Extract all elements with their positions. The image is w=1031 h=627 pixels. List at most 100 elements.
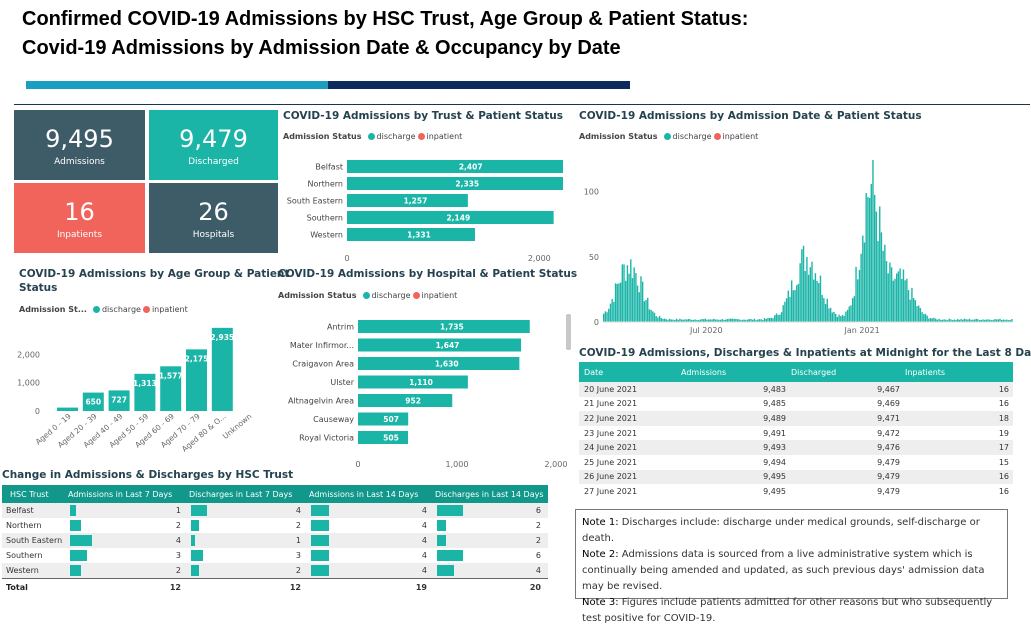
- bar: [946, 320, 949, 322]
- col-admissions[interactable]: Admissions: [681, 367, 727, 377]
- bar: [867, 197, 869, 322]
- bar: [907, 290, 910, 322]
- table-row: 24 June 2021 9,493 9,476 17: [579, 440, 1013, 455]
- bar: [804, 271, 806, 322]
- col-adm-14[interactable]: Admissions in Last 14 Days: [309, 489, 419, 499]
- admissions-card[interactable]: 9,495 Admissions: [14, 110, 145, 180]
- note-text: Admissions data is sourced from a live a…: [582, 549, 985, 592]
- discharged-card[interactable]: 9,479 Discharged: [149, 110, 278, 180]
- bar: [716, 319, 718, 322]
- bar: [892, 280, 894, 322]
- bar: [675, 318, 678, 322]
- cell-bar: [437, 505, 463, 516]
- y-tick-label: 100: [584, 188, 599, 197]
- bar: [604, 311, 607, 322]
- table-cell: 2: [434, 533, 548, 548]
- bar: [901, 278, 903, 322]
- table-cell: 9,495: [763, 486, 786, 496]
- bar: [801, 249, 803, 322]
- data-label: 1,630: [435, 360, 459, 369]
- bar: [758, 319, 761, 322]
- table-cell: 25 June 2021: [584, 457, 638, 467]
- bar: [616, 283, 618, 322]
- category-label: Unknown: [221, 411, 254, 440]
- inpatients-label: Inpatients: [56, 230, 103, 240]
- col-dis-7[interactable]: Discharges in Last 7 Days: [189, 489, 293, 499]
- legend-discharge: discharge: [101, 305, 141, 314]
- table-cell: 4: [308, 503, 434, 518]
- table-cell: 19: [308, 578, 434, 597]
- bar: [1004, 319, 1006, 322]
- bar: [855, 266, 857, 322]
- bar: [978, 320, 981, 322]
- hospitals-label: Hospitals: [192, 230, 235, 240]
- bar: [347, 211, 554, 224]
- trust-chart-legend[interactable]: Admission Status discharge inpatient: [283, 132, 462, 141]
- discharged-value: 9,479: [179, 125, 248, 153]
- bar: [851, 298, 854, 322]
- table-cell: 26 June 2021: [584, 472, 638, 482]
- scrollbar-thumb[interactable]: [566, 314, 571, 350]
- bar: [850, 305, 852, 322]
- cell-bar: [70, 520, 81, 531]
- daily-table: Date Admissions Discharged Inpatients 20…: [579, 362, 1013, 499]
- x-tick-label: 0: [355, 460, 360, 469]
- table-cell: 9,471: [877, 413, 900, 423]
- table-cell: 2: [188, 563, 308, 578]
- legend-discharge: discharge: [672, 132, 712, 141]
- bar: [689, 319, 691, 322]
- note-label: Note 2:: [582, 549, 619, 560]
- bar: [990, 320, 993, 322]
- table-cell: 2: [188, 518, 308, 533]
- bar: [813, 279, 815, 322]
- col-discharged[interactable]: Discharged: [791, 367, 837, 377]
- cell-bar: [311, 550, 329, 561]
- table-cell: 9,495: [763, 472, 786, 482]
- table-cell: 9,493: [763, 443, 786, 453]
- bar: [916, 306, 918, 322]
- table-cell: 16: [998, 486, 1009, 496]
- col-dis-14[interactable]: Discharges in Last 14 Days: [435, 489, 544, 499]
- age-chart-legend[interactable]: Admission St... discharge inpatient: [19, 305, 188, 314]
- cell-bar: [70, 535, 92, 546]
- date-area-chart[interactable]: 0 50 100 Jul 2020 Jan 2021: [575, 160, 1020, 340]
- table-cell: Belfast: [6, 506, 34, 515]
- bar: [775, 313, 778, 322]
- bar: [625, 280, 627, 322]
- table-cell: 2: [67, 563, 188, 578]
- bar: [879, 206, 881, 322]
- daily-table-header: Date Admissions Discharged Inpatients: [579, 362, 1013, 382]
- inpatients-card[interactable]: 16 Inpatients: [14, 183, 145, 253]
- date-chart-legend[interactable]: Admission Status discharge inpatient: [579, 132, 758, 141]
- cell-value: 2: [175, 521, 181, 530]
- col-date[interactable]: Date: [584, 367, 604, 377]
- col-adm-7[interactable]: Admissions in Last 7 Days: [68, 489, 173, 499]
- col-inpatients[interactable]: Inpatients: [905, 367, 946, 377]
- note-text: Figures include patients admitted for ot…: [582, 597, 993, 624]
- bar: [792, 290, 795, 322]
- bar: [1000, 320, 1003, 322]
- bar: [919, 308, 922, 322]
- bar: [790, 280, 793, 322]
- data-label: 650: [85, 398, 101, 407]
- admissions-label: Admissions: [54, 157, 105, 167]
- bar: [186, 349, 207, 411]
- table-row: 26 June 2021 9,495 9,479 16: [579, 469, 1013, 485]
- bar: [819, 275, 822, 322]
- bar: [884, 244, 886, 322]
- trust-bar-chart[interactable]: Belfast 2,407 Northern 2,335 South Eastern 1,…: [283, 150, 563, 265]
- bar: [708, 319, 710, 322]
- category-label: Mater Infirmor...: [290, 341, 354, 350]
- bar: [779, 314, 781, 322]
- col-hsc-trust[interactable]: HSC Trust: [10, 489, 49, 499]
- bar: [347, 177, 563, 190]
- bar: [653, 312, 656, 322]
- hospital-chart-legend[interactable]: Admission Status discharge inpatient: [278, 291, 457, 300]
- hospital-bar-chart[interactable]: Antrim 1,735 Mater Infirmor... 1,647 Craigav…: [278, 310, 568, 470]
- y-tick-label: 50: [589, 253, 599, 262]
- bar: [868, 197, 871, 322]
- table-cell: 12: [188, 578, 308, 597]
- hospitals-card[interactable]: 26 Hospitals: [149, 183, 278, 253]
- bar: [679, 318, 681, 322]
